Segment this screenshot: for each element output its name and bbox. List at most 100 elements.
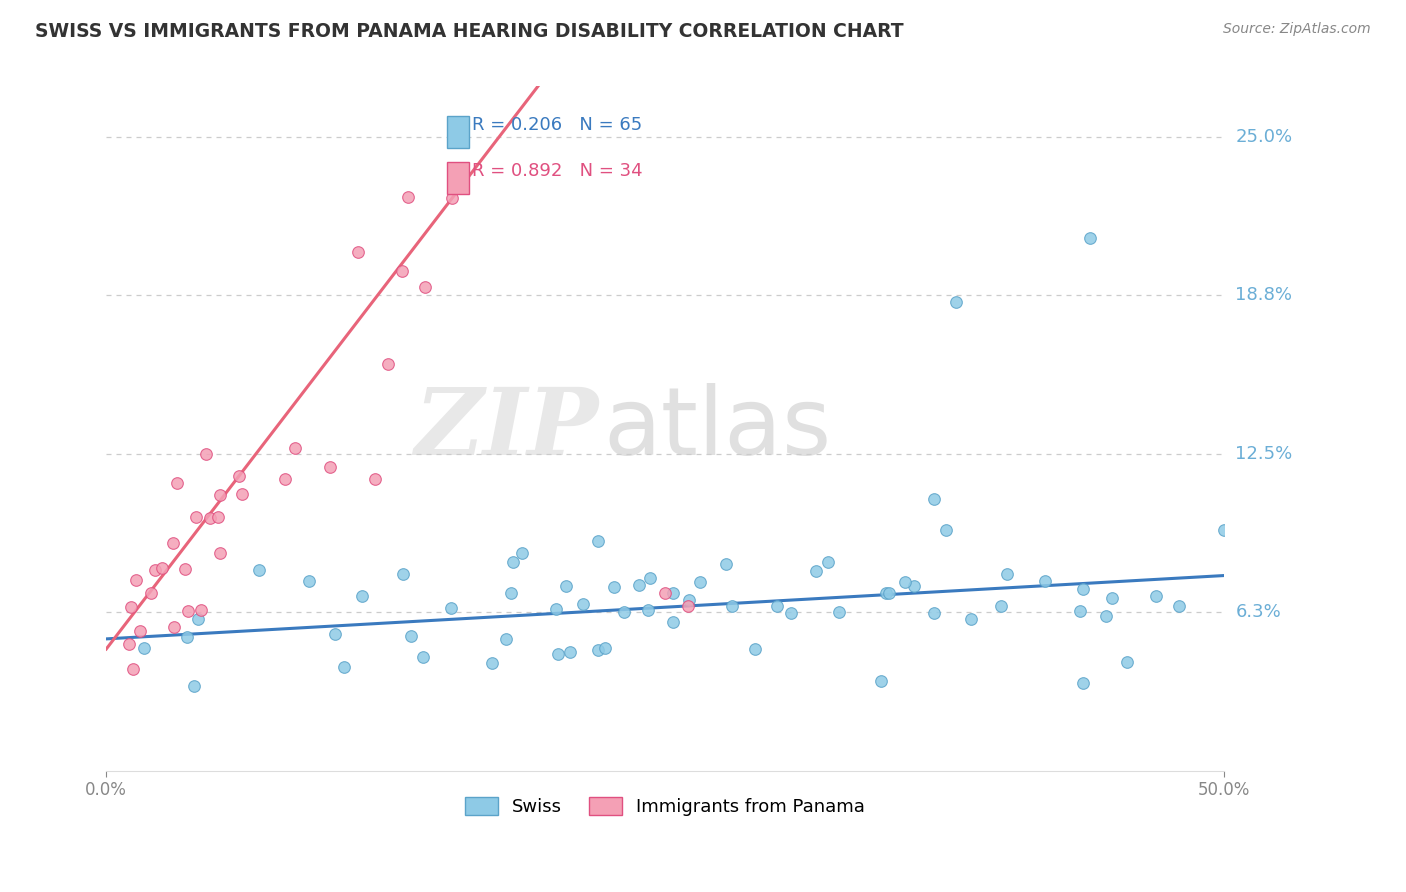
Point [893,574,915,589]
Point [198,511,221,525]
Point [995,567,1018,582]
Text: R = 0.892   N = 34: R = 0.892 N = 34 [472,161,643,179]
Point [1115,655,1137,669]
Point [1033,574,1056,588]
Point [143,563,166,577]
Point [162,535,184,549]
Point [627,578,650,592]
FancyBboxPatch shape [447,161,468,194]
Point [804,564,827,578]
Point [247,563,270,577]
Point [572,597,595,611]
Point [228,468,250,483]
Point [689,575,711,590]
Point [173,562,195,576]
Point [298,574,321,588]
Point [1213,523,1236,537]
Point [1168,599,1191,613]
Point [877,586,900,600]
Point [780,606,803,620]
Point [875,586,897,600]
Point [510,546,533,560]
Point [190,603,212,617]
Point [1073,582,1095,596]
Point [396,190,419,204]
FancyBboxPatch shape [447,116,468,148]
Point [586,643,609,657]
Point [588,533,610,548]
Text: SWISS VS IMMIGRANTS FROM PANAMA HEARING DISABILITY CORRELATION CHART: SWISS VS IMMIGRANTS FROM PANAMA HEARING … [35,22,904,41]
Point [744,641,766,656]
Point [208,546,231,560]
Point [544,601,567,615]
Point [1078,231,1101,245]
Text: 6.3%: 6.3% [1236,603,1281,622]
Point [960,612,983,626]
Point [323,627,346,641]
Point [162,620,184,634]
Point [177,604,200,618]
Point [208,488,231,502]
Point [399,628,422,642]
Point [502,555,524,569]
Point [990,599,1012,613]
Point [828,605,851,619]
Point [678,592,700,607]
Point [560,645,582,659]
Point [1069,604,1091,618]
Point [120,599,142,614]
Point [124,573,146,587]
Point [676,599,699,613]
Point [184,510,207,524]
Point [183,680,205,694]
Point [922,606,945,620]
Point [637,603,659,617]
Point [817,555,839,569]
Point [638,571,661,585]
Point [231,487,253,501]
Point [166,476,188,491]
Point [150,561,173,575]
Point [440,601,463,615]
Point [547,647,569,661]
Point [593,640,616,655]
Point [662,586,685,600]
Point [935,523,957,537]
Point [128,624,150,639]
Text: atlas: atlas [603,383,832,475]
Text: 18.8%: 18.8% [1236,286,1292,304]
Point [662,615,685,629]
Point [333,659,356,673]
Point [1095,609,1118,624]
Point [922,492,945,507]
Point [122,662,145,676]
Point [132,640,155,655]
Point [1144,589,1167,603]
Point [555,579,578,593]
Point [499,586,522,600]
Point [495,632,517,647]
Point [350,589,373,603]
Point [945,294,967,309]
Text: 25.0%: 25.0% [1236,128,1292,146]
Point [391,567,413,582]
Point [139,586,162,600]
Point [274,472,297,486]
Point [1071,675,1094,690]
Point [903,579,925,593]
Point [441,191,464,205]
Point [363,472,385,486]
Point [391,264,413,278]
Text: Source: ZipAtlas.com: Source: ZipAtlas.com [1223,22,1371,37]
Point [870,674,893,689]
Point [654,586,676,600]
Point [766,599,789,613]
Point [1101,591,1123,606]
Point [195,447,218,461]
Point [481,656,503,670]
Point [207,510,229,524]
Text: ZIP: ZIP [413,384,598,474]
Point [347,245,370,260]
Point [187,612,209,626]
Point [377,357,399,371]
